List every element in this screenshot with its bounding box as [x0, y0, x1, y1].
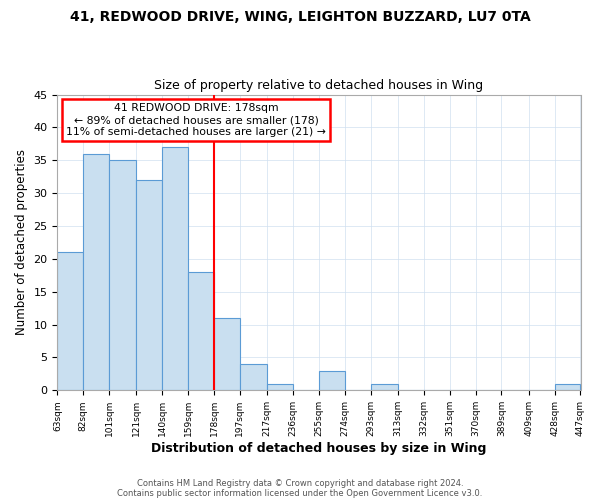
X-axis label: Distribution of detached houses by size in Wing: Distribution of detached houses by size …: [151, 442, 487, 455]
Bar: [136, 180, 162, 390]
Bar: [58, 252, 83, 390]
Bar: [240, 364, 267, 390]
Bar: [554, 384, 580, 390]
Bar: [83, 154, 109, 390]
Text: 41 REDWOOD DRIVE: 178sqm
← 89% of detached houses are smaller (178)
11% of semi-: 41 REDWOOD DRIVE: 178sqm ← 89% of detach…: [66, 104, 326, 136]
Bar: [109, 160, 136, 390]
Title: Size of property relative to detached houses in Wing: Size of property relative to detached ho…: [154, 79, 484, 92]
Text: Contains HM Land Registry data © Crown copyright and database right 2024.: Contains HM Land Registry data © Crown c…: [137, 478, 463, 488]
Bar: [371, 384, 398, 390]
Bar: [267, 384, 293, 390]
Bar: [319, 370, 345, 390]
Text: 41, REDWOOD DRIVE, WING, LEIGHTON BUZZARD, LU7 0TA: 41, REDWOOD DRIVE, WING, LEIGHTON BUZZAR…: [70, 10, 530, 24]
Text: Contains public sector information licensed under the Open Government Licence v3: Contains public sector information licen…: [118, 488, 482, 498]
Bar: [214, 318, 240, 390]
Bar: [188, 272, 214, 390]
Y-axis label: Number of detached properties: Number of detached properties: [15, 150, 28, 336]
Bar: [162, 147, 188, 390]
